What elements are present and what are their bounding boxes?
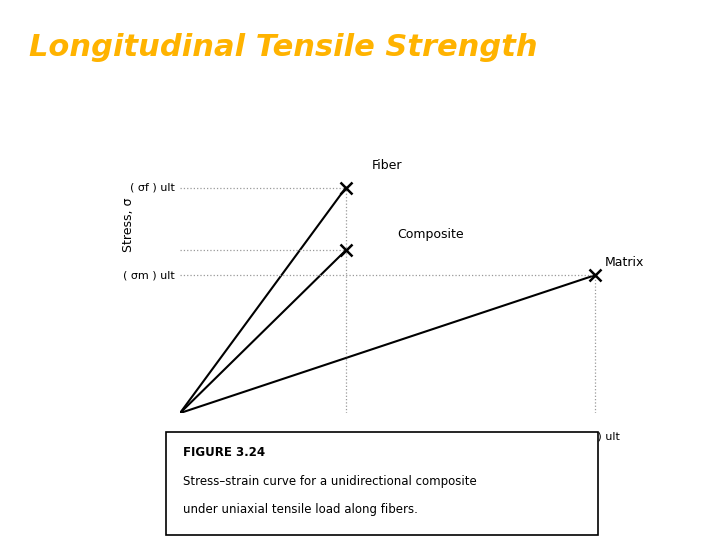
Text: Stress–strain curve for a unidirectional composite: Stress–strain curve for a unidirectional… [183,475,477,488]
Text: FIGURE 3.24: FIGURE 3.24 [183,446,265,459]
Text: Stress, σ: Stress, σ [122,198,135,252]
FancyBboxPatch shape [166,432,598,535]
Text: Matrix: Matrix [605,256,644,269]
Text: Fiber: Fiber [372,159,402,172]
Text: ( εm ) ult: ( εm ) ult [570,432,620,442]
Text: Composite: Composite [397,228,464,241]
Text: Strain, ε: Strain, ε [413,441,465,454]
Text: ( σf ) ult: ( σf ) ult [130,183,175,193]
Text: ( εf ) ult: ( εf ) ult [324,432,368,442]
Text: under uniaxial tensile load along fibers.: under uniaxial tensile load along fibers… [183,503,418,516]
Text: ( σm ) ult: ( σm ) ult [123,271,175,280]
Text: Longitudinal Tensile Strength: Longitudinal Tensile Strength [29,33,537,62]
